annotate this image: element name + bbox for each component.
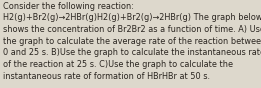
Text: Consider the following reaction:
H2(g)+Br2(g)→2HBr(g)H2(g)+Br2(g)→2HBr(g) The gr: Consider the following reaction: H2(g)+B…	[3, 2, 261, 81]
